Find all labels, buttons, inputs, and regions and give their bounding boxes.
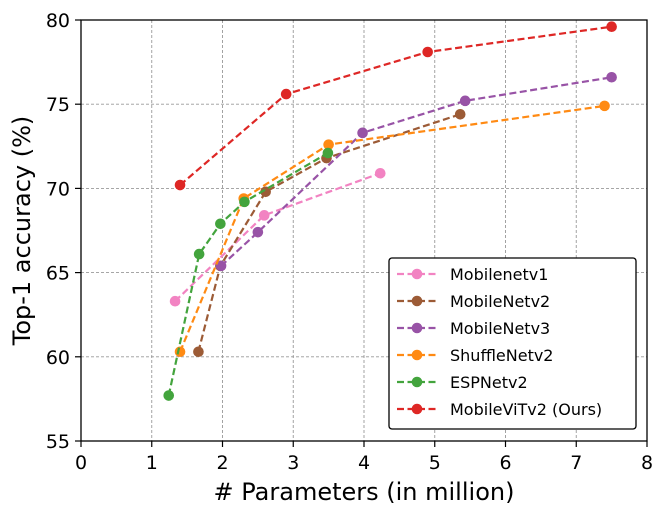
x-tick-label: 7	[570, 452, 582, 474]
legend-frame	[388, 257, 637, 430]
legend-label: MobileNetv2	[450, 292, 550, 311]
legend-marker	[411, 268, 423, 280]
series-0	[169, 167, 386, 307]
x-axis-label: # Parameters (in million)	[214, 478, 515, 506]
data-point	[322, 147, 334, 159]
x-tick-label: 6	[499, 452, 511, 474]
data-point	[193, 346, 204, 358]
x-tick-label: 5	[429, 452, 441, 474]
legend-marker	[411, 322, 423, 334]
data-point	[260, 186, 271, 198]
legend-entry: ESPNetv2	[397, 373, 528, 392]
series-layer	[163, 21, 617, 401]
data-point	[459, 95, 471, 107]
y-tick-label: 70	[46, 178, 70, 200]
legend-entry: MobileNetv2	[397, 292, 550, 311]
data-point	[606, 21, 617, 33]
legend-label: MobileViTv2 (Ours)	[450, 400, 602, 419]
data-point	[193, 248, 205, 260]
legend: Mobilenetv1 MobileNetv2 MobileNetv3 Shuffle…	[388, 257, 637, 430]
x-ticks: 0 1 2 3 4 5 6 7 8	[75, 441, 653, 474]
legend-label: MobileNetv3	[450, 319, 550, 338]
data-point	[258, 210, 270, 221]
legend-marker	[411, 295, 423, 307]
series-line	[197, 113, 461, 352]
series-2	[215, 71, 617, 272]
data-point	[215, 218, 226, 230]
y-tick-label: 80	[46, 10, 70, 32]
data-point	[174, 179, 186, 191]
legend-label: Mobilenetv1	[450, 265, 548, 284]
legend-entry: MobileNetv3	[397, 319, 550, 338]
legend-marker	[411, 403, 423, 415]
legend-entry: ShuffleNetv2	[397, 346, 553, 365]
x-tick-label: 1	[146, 452, 158, 474]
data-point	[323, 139, 334, 150]
data-point	[374, 167, 386, 179]
data-point	[280, 88, 292, 100]
series-line	[179, 25, 612, 186]
y-axis-label: Top-1 accuracy (%)	[8, 116, 36, 347]
y-tick-label: 60	[46, 347, 70, 369]
y-tick-label: 55	[46, 431, 70, 453]
series-line	[174, 172, 381, 302]
y-tick-label: 65	[46, 263, 70, 285]
y-tick-label: 75	[46, 94, 70, 116]
data-point	[422, 46, 433, 58]
data-point	[252, 226, 264, 238]
legend-label: ShuffleNetv2	[450, 346, 553, 365]
legend-marker	[411, 349, 423, 361]
data-point	[606, 71, 617, 83]
series-4	[163, 147, 334, 401]
legend-entry: Mobilenetv1	[397, 265, 548, 284]
series-5	[174, 21, 617, 191]
series-line	[179, 104, 605, 353]
data-point	[239, 196, 250, 208]
legend-marker	[411, 376, 423, 388]
legend-entry: MobileViTv2 (Ours)	[397, 400, 602, 419]
data-point	[599, 100, 610, 112]
legend-label: ESPNetv2	[450, 373, 528, 392]
data-point	[169, 295, 181, 307]
x-tick-label: 3	[287, 452, 299, 474]
data-point	[357, 127, 368, 139]
y-ticks: 55 60 65 70 75 80	[46, 10, 81, 453]
x-tick-label: 8	[641, 452, 653, 474]
x-tick-label: 2	[216, 452, 228, 474]
x-tick-label: 0	[75, 452, 87, 474]
data-point	[215, 260, 227, 272]
x-tick-label: 4	[358, 452, 370, 474]
data-point	[454, 109, 466, 120]
data-point	[163, 390, 175, 401]
